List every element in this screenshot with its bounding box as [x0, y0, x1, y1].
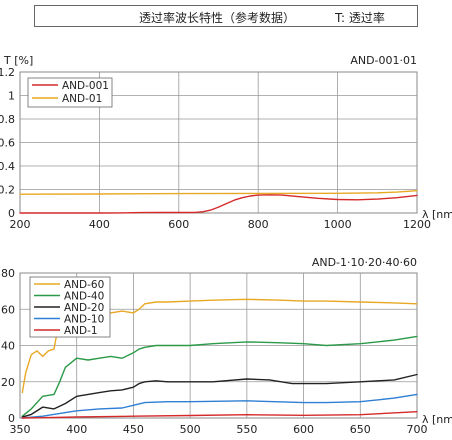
header-note: T: 透过率: [335, 11, 385, 25]
chart1-y-axis-label: T [%]: [3, 54, 33, 67]
chart2-x-tick-label: 450: [123, 423, 144, 436]
chart1-series-and-001-line: [19, 194, 418, 214]
header-title: 透过率波长特性（参考数据）: [139, 11, 296, 25]
chart2-series-and-10-line: [21, 393, 418, 419]
chart1-y-tick-label: 0.8: [0, 113, 15, 126]
chart1-y-tick-label: 0.2: [0, 184, 15, 197]
chart2-legend-label-and-10: AND-10: [64, 314, 104, 326]
chart1-y-tick-label: 1: [8, 90, 15, 103]
chart2-series-and-60-line: [21, 298, 418, 394]
chart1-title: AND-001·01: [350, 54, 417, 67]
chart2-y-tick-label: 20: [1, 376, 15, 389]
chart1-y-tick-label: 0.4: [0, 160, 15, 173]
chart2-x-tick-label: 550: [236, 423, 257, 436]
chart1-x-tick-label: 400: [89, 218, 110, 231]
chart2-y-tick-label: 0: [8, 412, 15, 425]
chart1-x-tick-label: 600: [168, 218, 189, 231]
chart2-x-tick-label: 350: [10, 423, 31, 436]
chart2-x-tick-label: 400: [66, 423, 87, 436]
chart2-y-tick-label: 60: [1, 303, 15, 316]
chart2-title: AND-1·10·20·40·60: [312, 256, 417, 269]
header-title-box: 透过率波长特性（参考数据） T: 透过率: [34, 5, 418, 27]
chart1-x-tick-label: 200: [10, 218, 31, 231]
chart2-series-and-20-line: [21, 373, 418, 418]
chart2-x-tick-label: 700: [407, 423, 428, 436]
chart2-legend-label-and-40: AND-40: [64, 291, 104, 303]
chart2-x-tick-label: 500: [180, 423, 201, 436]
chart2-legend-label-and-20: AND-20: [64, 302, 104, 314]
chart2-series-and-1-line: [21, 411, 418, 419]
chart1-x-axis-label: λ [nm]: [422, 208, 452, 221]
chart1-legend-label-and-001: AND-001: [62, 80, 109, 92]
chart1-x-tick-label: 1000: [324, 218, 352, 231]
chart2-x-axis-label: λ [nm]: [422, 413, 452, 426]
chart1-y-tick-label: 0: [8, 207, 15, 220]
chart2-y-tick-label: 40: [1, 340, 15, 353]
chart1-y-tick-label: 0.6: [0, 137, 15, 150]
chart1-legend-label-and-01: AND-01: [62, 93, 102, 105]
chart2-x-tick-label: 600: [293, 423, 314, 436]
chart2-y-tick-label: 80: [1, 267, 15, 280]
chart2-legend-label-and-1: AND-1: [64, 325, 98, 337]
chart2-x-tick-label: 650: [350, 423, 371, 436]
chart1-x-tick-label: 800: [248, 218, 269, 231]
chart1-series-and-01-line: [19, 189, 418, 195]
chart1-x-tick-label: 1200: [403, 218, 431, 231]
chart2-series-and-40-line: [21, 335, 418, 417]
chart1-legend-box: [27, 77, 113, 108]
chart1-y-tick-label: 1.2: [0, 66, 15, 79]
chart2-legend-label-and-60: AND-60: [64, 279, 104, 291]
